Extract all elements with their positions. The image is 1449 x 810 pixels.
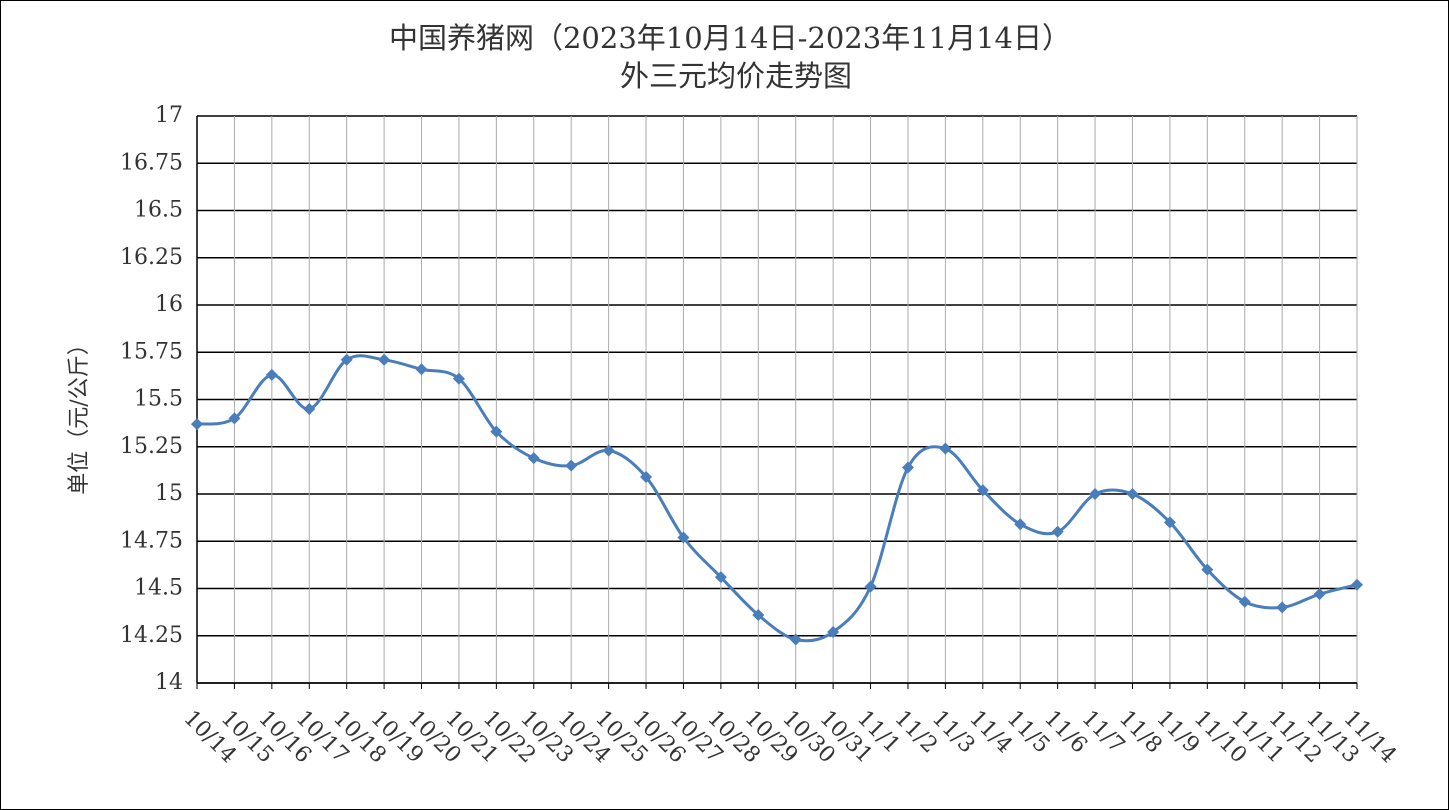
marker: [452, 372, 465, 385]
marker: [228, 412, 241, 425]
y-tick-label: 14.25: [120, 623, 183, 648]
marker: [565, 459, 578, 472]
marker: [1126, 488, 1139, 500]
y-axis-label: 单位（元/公斤）: [67, 333, 92, 494]
y-tick-label: 14.5: [134, 576, 183, 601]
y-tick-label: 15.75: [120, 339, 183, 364]
y-tick-label: 15.25: [120, 434, 183, 459]
marker: [1201, 563, 1214, 576]
y-tick-label: 14.75: [120, 528, 183, 553]
marker: [976, 484, 989, 497]
marker: [527, 452, 540, 465]
marker: [1351, 578, 1363, 591]
marker: [1238, 595, 1251, 608]
marker: [714, 571, 727, 584]
marker: [864, 580, 877, 593]
y-tick-label: 17: [155, 103, 183, 128]
chart-subtitle: 外三元均价走势图: [620, 59, 852, 93]
marker: [752, 608, 765, 621]
marker: [490, 425, 503, 438]
marker: [1089, 488, 1102, 500]
marker: [789, 633, 802, 646]
marker: [378, 353, 391, 366]
marker: [1276, 601, 1289, 614]
marker: [602, 444, 615, 457]
y-tick-label: 15: [155, 481, 183, 506]
marker: [677, 531, 690, 544]
y-tick-label: 16.5: [134, 198, 183, 223]
chart-title: 中国养猪网（2023年10月14日-2023年11月14日）: [389, 21, 1071, 55]
y-tick-label: 16.75: [120, 150, 183, 175]
y-tick-label: 14: [155, 670, 183, 695]
marker: [265, 368, 278, 381]
y-tick-label: 16: [155, 292, 183, 317]
marker: [303, 402, 316, 415]
marker: [640, 470, 653, 483]
marker: [1051, 525, 1064, 538]
marker: [340, 353, 353, 366]
marker: [901, 461, 914, 474]
marker: [1163, 516, 1176, 529]
marker: [1313, 588, 1326, 601]
marker: [415, 363, 428, 376]
y-tick-label: 16.25: [120, 245, 183, 270]
marker: [1014, 518, 1027, 531]
y-tick-label: 15.5: [134, 387, 183, 412]
marker: [827, 625, 840, 638]
marker: [939, 442, 952, 455]
marker: [191, 418, 203, 431]
